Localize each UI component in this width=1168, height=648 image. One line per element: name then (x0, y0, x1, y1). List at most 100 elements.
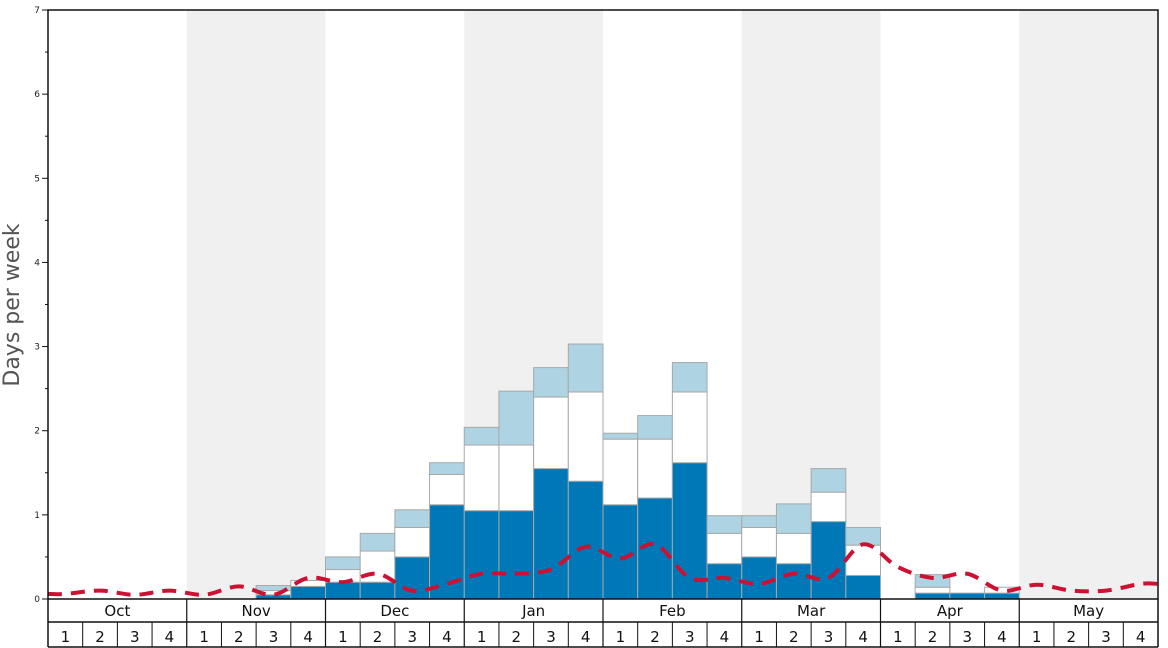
month-label-oct: Oct (104, 602, 130, 620)
bar-18-s1 (671, 391, 708, 464)
bar-25-s0 (914, 592, 951, 600)
week-label-oct-2: 2 (95, 628, 105, 646)
bar-14-s0 (533, 468, 569, 600)
week-label-nov-1: 1 (199, 628, 209, 646)
bar-27-s0 (984, 592, 1020, 600)
month-label-apr: Apr (937, 602, 964, 620)
week-label-feb-3: 3 (685, 628, 695, 646)
bar-16-s0 (602, 504, 639, 600)
bar-14-s1 (533, 396, 569, 470)
y-axis-label: Days per week (0, 223, 25, 386)
week-label-dec-4: 4 (442, 628, 452, 646)
week-label-mar-1: 1 (754, 628, 764, 646)
bar-10-s2 (394, 509, 431, 528)
bar-12-s1 (463, 444, 500, 512)
bar-21-s1 (775, 532, 812, 565)
bar-26-s0 (949, 592, 986, 600)
week-label-feb-4: 4 (720, 628, 730, 646)
week-label-jan-4: 4 (581, 628, 591, 646)
average-line-path (47, 541, 1159, 597)
y-tick-label-7: 7 (34, 6, 40, 16)
week-label-oct-3: 3 (130, 628, 140, 646)
bar-20-s1 (741, 526, 777, 558)
bar-11-s2 (429, 462, 465, 475)
bar-20-s2 (741, 515, 777, 528)
bar-12-s2 (463, 426, 500, 446)
bar-19-s0 (706, 563, 743, 600)
week-label-may-3: 3 (1101, 628, 1111, 646)
y-tick-label-1: 1 (34, 511, 40, 521)
bar-13-s2 (498, 390, 535, 446)
bar-19-s1 (706, 532, 743, 565)
bar-23-s0 (845, 574, 881, 600)
y-tick-label-4: 4 (34, 258, 40, 268)
y-tick-label-3: 3 (34, 343, 40, 353)
bar-18-s2 (671, 362, 708, 393)
bar-20-s0 (741, 556, 777, 600)
y-tick-label-2: 2 (34, 427, 40, 437)
bar-16-s1 (602, 438, 639, 506)
week-label-mar-3: 3 (824, 628, 834, 646)
y-tick-label-5: 5 (34, 174, 40, 184)
week-label-oct-1: 1 (61, 628, 71, 646)
month-shade-nov (186, 10, 326, 599)
bar-10-s0 (394, 556, 431, 600)
bar-17-s2 (637, 415, 673, 440)
bar-21-s0 (775, 563, 812, 600)
bar-23-s1 (845, 544, 881, 576)
bar-19-s2 (706, 515, 743, 534)
bar-14-s2 (533, 367, 569, 398)
month-label-nov: Nov (241, 602, 270, 620)
week-label-feb-2: 2 (650, 628, 660, 646)
week-label-feb-1: 1 (616, 628, 626, 646)
y-tick-label-6: 6 (34, 90, 40, 100)
week-label-nov-3: 3 (269, 628, 279, 646)
bar-16-s2 (602, 432, 639, 440)
week-label-dec-3: 3 (407, 628, 417, 646)
bar-11-s1 (429, 473, 465, 506)
week-label-dec-1: 1 (338, 628, 348, 646)
bar-15-s2 (567, 343, 604, 393)
bar-22-s1 (810, 491, 847, 523)
month-label-mar: Mar (797, 602, 826, 620)
bar-9-s2 (359, 532, 396, 552)
week-label-apr-4: 4 (997, 628, 1007, 646)
month-shade-may (1019, 10, 1158, 599)
week-label-may-1: 1 (1032, 628, 1042, 646)
y-tick-label-0: 0 (34, 595, 40, 605)
bar-17-s1 (637, 438, 673, 499)
bar-9-s0 (359, 581, 396, 600)
week-label-dec-2: 2 (373, 628, 383, 646)
bar-15-s1 (567, 391, 604, 482)
bars (255, 343, 1020, 600)
week-label-mar-2: 2 (789, 628, 799, 646)
week-label-nov-2: 2 (234, 628, 244, 646)
bar-7-s0 (290, 585, 326, 600)
week-label-jan-1: 1 (477, 628, 487, 646)
average-line (47, 541, 1159, 597)
week-label-may-2: 2 (1067, 628, 1077, 646)
bar-25-s1 (914, 586, 951, 594)
week-label-may-4: 4 (1136, 628, 1146, 646)
bar-13-s1 (498, 444, 535, 512)
week-label-apr-2: 2 (928, 628, 938, 646)
week-label-apr-1: 1 (893, 628, 903, 646)
axes: 0 1 2 3 4 5 6 7 Oct 1 2 3 4 Nov 1 2 3 4 Dec 1 2 3 4 Jan 1 2 3 4 Feb 1… (34, 6, 1159, 648)
month-shading (186, 10, 1158, 599)
week-label-nov-4: 4 (303, 628, 313, 646)
bar-22-s2 (810, 468, 847, 493)
bar-8-s2 (325, 556, 361, 571)
month-label-feb: Feb (659, 602, 686, 620)
week-label-oct-4: 4 (165, 628, 175, 646)
bar-21-s2 (775, 503, 812, 534)
bar-8-s0 (325, 581, 361, 600)
month-label-may: May (1073, 602, 1104, 620)
week-label-jan-2: 2 (512, 628, 522, 646)
bar-10-s1 (394, 526, 431, 558)
week-label-mar-4: 4 (858, 628, 868, 646)
bar-12-s0 (463, 510, 500, 600)
bar-22-s0 (810, 521, 847, 600)
week-label-apr-3: 3 (962, 628, 972, 646)
month-label-jan: Jan (521, 602, 545, 620)
